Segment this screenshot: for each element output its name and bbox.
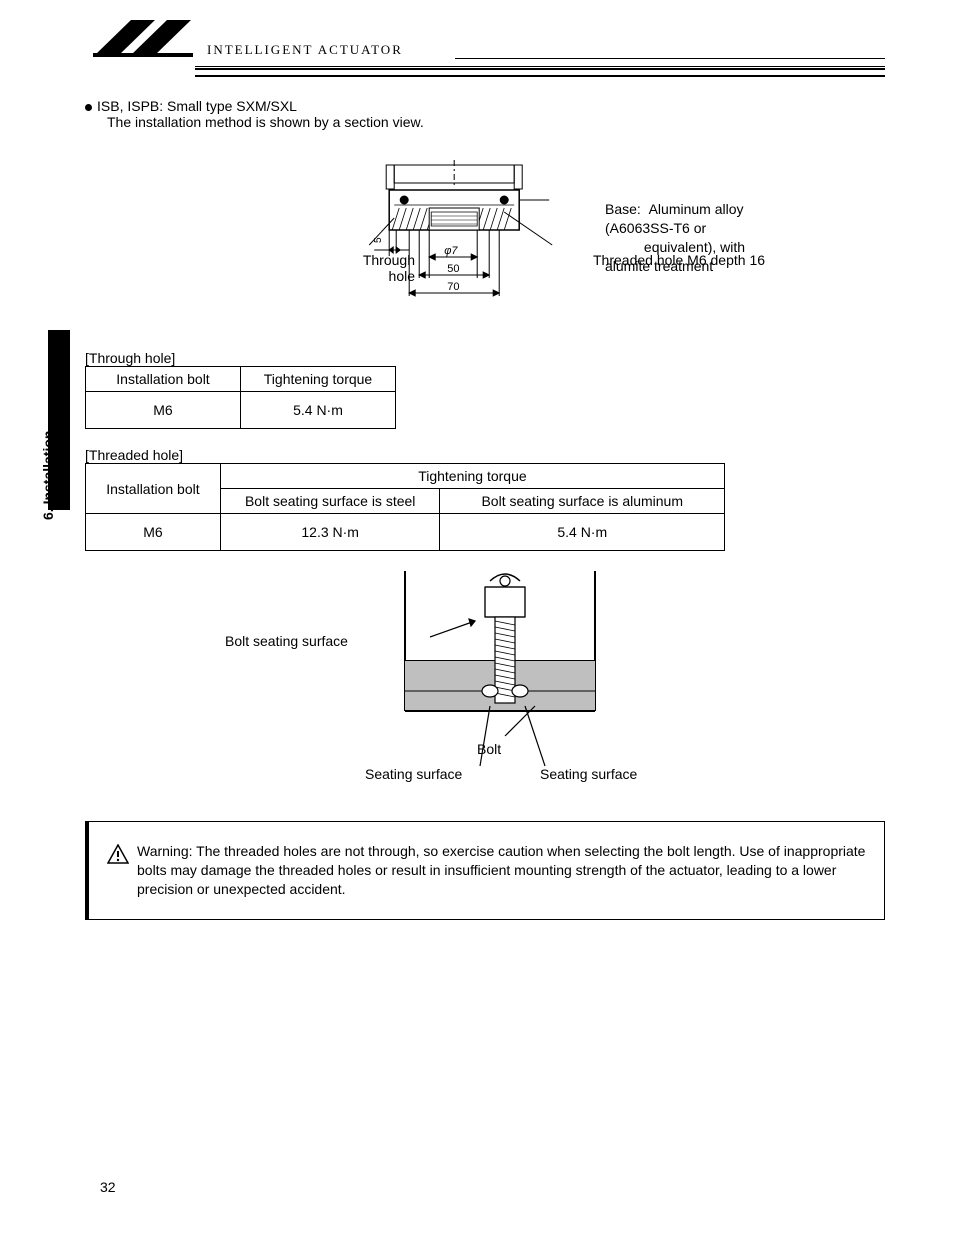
title-heading: ISB, ISPB: Small type SXM/SXL — [97, 98, 297, 114]
t2-r1c1: M6 — [86, 514, 221, 551]
section-diagram: 5 φ7 50 70 Base: Aluminum alloy (A6063SS… — [185, 160, 785, 330]
title-sub: The installation method is shown by a se… — [107, 114, 885, 130]
bolt-diagram: Bolt seating surface Bolt Seating surfac… — [235, 571, 735, 791]
section-view-svg: 5 φ7 50 70 — [334, 160, 594, 320]
page-content: INTELLIGENT ACTUATOR ISB, ISPB: Small ty… — [85, 60, 885, 920]
through-label: Through hole — [335, 252, 415, 284]
bullet-icon — [85, 104, 92, 111]
t2-h3: Bolt seating surface is steel — [220, 489, 440, 514]
warning-box: Warning: The threaded holes are not thro… — [85, 821, 885, 920]
thread-label: Threaded hole M6 depth 16 — [593, 252, 765, 268]
table2-caption: [Threaded hole] — [85, 447, 885, 463]
header: INTELLIGENT ACTUATOR — [85, 20, 885, 60]
sidebar-label: 6. Installation — [40, 431, 56, 520]
t2-h1: Installation bolt — [86, 464, 221, 514]
t1-r1c2: 5.4 N·m — [241, 392, 396, 429]
section-title: ISB, ISPB: Small type SXM/SXL The instal… — [85, 98, 885, 130]
d2-bolt: Bolt — [477, 741, 501, 757]
warning-label: Warning: — [137, 843, 193, 859]
logo-icon — [85, 15, 195, 60]
t2-h4: Bolt seating surface is aluminum — [440, 489, 725, 514]
brand-text: INTELLIGENT ACTUATOR — [207, 42, 403, 58]
d2-seating-right: Seating surface — [540, 766, 637, 782]
page-number: 32 — [100, 1179, 116, 1195]
d2-seating-left: Seating surface — [365, 766, 462, 782]
svg-text:50: 50 — [447, 263, 459, 275]
brand-rule-ext — [455, 58, 885, 59]
svg-text:70: 70 — [447, 281, 459, 293]
warning-text: Warning: The threaded holes are not thro… — [137, 842, 872, 899]
warning-icon — [107, 844, 129, 864]
header-rule-top — [195, 75, 885, 77]
svg-text:5: 5 — [373, 237, 384, 243]
t1-r1c1: M6 — [86, 392, 241, 429]
d2-bolt-seating: Bolt seating surface — [225, 633, 348, 649]
through-hole-table: Installation bolt Tightening torque M6 5… — [85, 366, 396, 429]
t1-h2: Tightening torque — [241, 367, 396, 392]
t2-r1c2: 12.3 N·m — [220, 514, 440, 551]
t2-h2: Tightening torque — [220, 464, 724, 489]
threaded-hole-table: Installation bolt Tightening torque Bolt… — [85, 463, 725, 551]
header-rule-bottom — [195, 66, 885, 70]
svg-text:φ7: φ7 — [444, 245, 458, 257]
table1-caption: [Through hole] — [85, 350, 885, 366]
warning-body: The threaded holes are not through, so e… — [137, 843, 865, 897]
t1-h1: Installation bolt — [86, 367, 241, 392]
t2-r1c3: 5.4 N·m — [440, 514, 725, 551]
